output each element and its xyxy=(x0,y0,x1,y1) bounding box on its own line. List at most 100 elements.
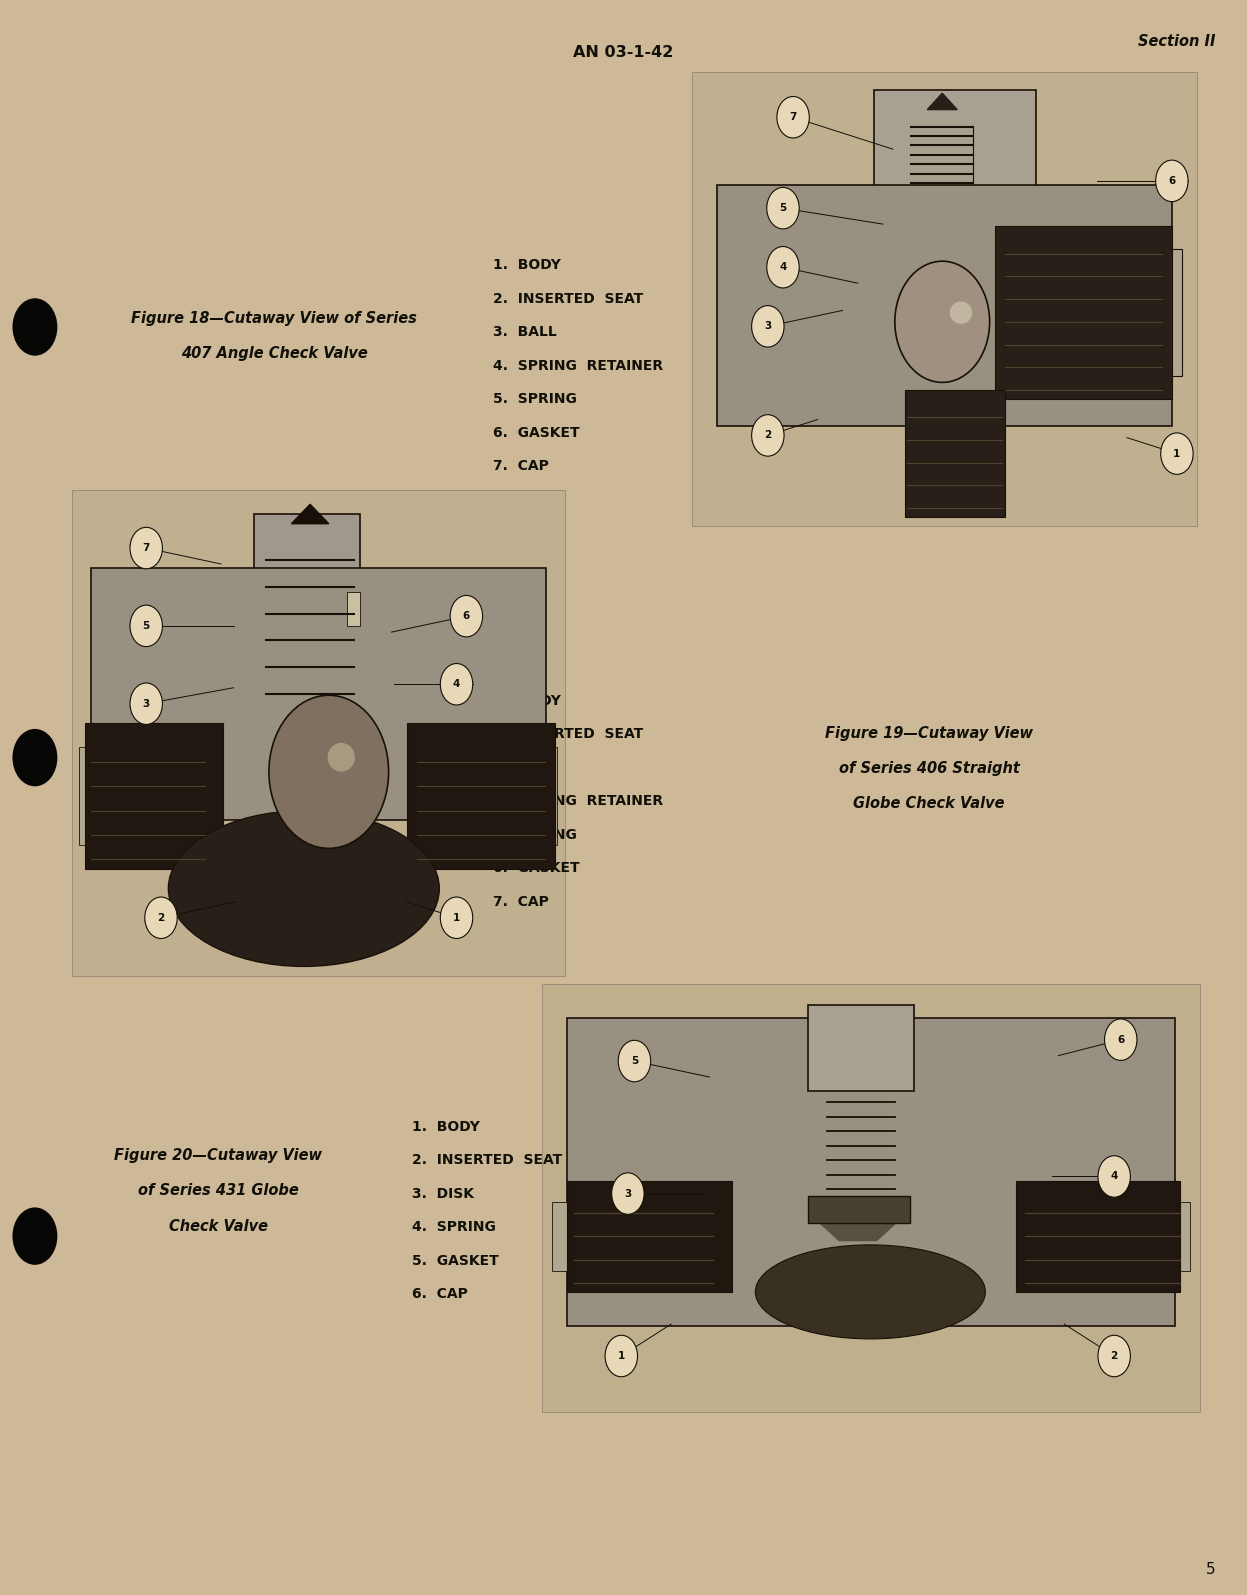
Circle shape xyxy=(269,695,389,849)
Text: 6.  GASKET: 6. GASKET xyxy=(493,861,579,876)
Circle shape xyxy=(145,896,177,938)
FancyBboxPatch shape xyxy=(567,1180,732,1292)
FancyBboxPatch shape xyxy=(808,1005,914,1091)
FancyBboxPatch shape xyxy=(535,748,557,845)
Circle shape xyxy=(767,247,799,289)
Text: 5.  GASKET: 5. GASKET xyxy=(412,1254,499,1268)
Circle shape xyxy=(605,1335,637,1376)
Text: 7.  CAP: 7. CAP xyxy=(493,895,549,909)
FancyBboxPatch shape xyxy=(567,1018,1175,1325)
Text: 1: 1 xyxy=(453,912,460,924)
Text: 7: 7 xyxy=(789,112,797,123)
Circle shape xyxy=(130,528,162,569)
Text: 2.  INSERTED  SEAT: 2. INSERTED SEAT xyxy=(493,727,642,742)
FancyBboxPatch shape xyxy=(995,226,1172,399)
Circle shape xyxy=(12,1207,57,1265)
Text: 6: 6 xyxy=(1168,175,1176,187)
Circle shape xyxy=(1097,1156,1130,1198)
FancyBboxPatch shape xyxy=(808,1196,910,1223)
Ellipse shape xyxy=(756,1244,985,1338)
Text: of Series 431 Globe: of Series 431 Globe xyxy=(138,1183,298,1198)
Text: 4: 4 xyxy=(453,679,460,689)
Text: 2: 2 xyxy=(1111,1351,1117,1361)
FancyBboxPatch shape xyxy=(874,89,1036,199)
FancyBboxPatch shape xyxy=(408,723,555,869)
Text: 2: 2 xyxy=(157,912,165,924)
Circle shape xyxy=(440,664,473,705)
Circle shape xyxy=(12,298,57,356)
FancyBboxPatch shape xyxy=(552,1203,571,1271)
Text: 4.  SPRING  RETAINER: 4. SPRING RETAINER xyxy=(493,794,662,809)
Text: 1.  BODY: 1. BODY xyxy=(493,258,560,273)
Text: 5.  SPRING: 5. SPRING xyxy=(493,392,576,407)
Text: of Series 406 Straight: of Series 406 Straight xyxy=(838,761,1020,775)
Text: Section II: Section II xyxy=(1139,33,1216,49)
FancyBboxPatch shape xyxy=(348,592,360,625)
Text: 1: 1 xyxy=(617,1351,625,1361)
FancyBboxPatch shape xyxy=(717,185,1172,426)
Circle shape xyxy=(1161,432,1193,474)
Circle shape xyxy=(1156,160,1188,201)
Text: 5: 5 xyxy=(1206,1562,1216,1577)
Polygon shape xyxy=(292,504,329,523)
Text: Figure 18—Cutaway View of Series: Figure 18—Cutaway View of Series xyxy=(131,311,418,325)
FancyBboxPatch shape xyxy=(1111,249,1182,376)
Text: 6: 6 xyxy=(1117,1035,1125,1045)
Text: 7.  CAP: 7. CAP xyxy=(493,459,549,474)
Text: 1.  BODY: 1. BODY xyxy=(493,694,560,708)
FancyBboxPatch shape xyxy=(72,490,565,976)
Ellipse shape xyxy=(168,810,439,967)
Text: 3: 3 xyxy=(764,321,772,332)
FancyBboxPatch shape xyxy=(254,514,360,708)
Circle shape xyxy=(1097,1335,1130,1376)
Circle shape xyxy=(130,605,162,646)
Text: 4.  SPRING: 4. SPRING xyxy=(412,1220,495,1235)
Text: Globe Check Valve: Globe Check Valve xyxy=(853,796,1005,810)
Text: 4.  SPRING  RETAINER: 4. SPRING RETAINER xyxy=(493,359,662,373)
Text: 4: 4 xyxy=(779,262,787,273)
FancyBboxPatch shape xyxy=(542,984,1200,1412)
Circle shape xyxy=(777,96,809,137)
FancyBboxPatch shape xyxy=(85,723,223,869)
FancyBboxPatch shape xyxy=(1171,1203,1190,1271)
Text: 2.  INSERTED  SEAT: 2. INSERTED SEAT xyxy=(412,1153,561,1168)
Text: 1.  BODY: 1. BODY xyxy=(412,1120,479,1134)
Circle shape xyxy=(767,187,799,228)
Text: 3.  BALL: 3. BALL xyxy=(493,325,556,340)
Polygon shape xyxy=(821,1223,895,1241)
Text: Figure 20—Cutaway View: Figure 20—Cutaway View xyxy=(115,1148,322,1163)
Text: 6.  GASKET: 6. GASKET xyxy=(493,426,579,440)
Circle shape xyxy=(612,1172,645,1214)
Circle shape xyxy=(440,896,473,938)
Text: 3.  DISK: 3. DISK xyxy=(412,1187,474,1201)
Text: 7: 7 xyxy=(142,542,150,553)
Ellipse shape xyxy=(328,743,355,772)
Text: 5: 5 xyxy=(142,620,150,632)
Text: 6: 6 xyxy=(463,611,470,620)
Text: 2.  INSERTED  SEAT: 2. INSERTED SEAT xyxy=(493,292,642,306)
Text: 4: 4 xyxy=(1111,1171,1117,1182)
Circle shape xyxy=(12,729,57,786)
Text: 5: 5 xyxy=(779,203,787,214)
Text: Figure 19—Cutaway View: Figure 19—Cutaway View xyxy=(826,726,1033,740)
Circle shape xyxy=(895,262,990,383)
Circle shape xyxy=(1105,1019,1137,1061)
Text: 5: 5 xyxy=(631,1056,638,1065)
Text: 3: 3 xyxy=(625,1188,631,1198)
FancyBboxPatch shape xyxy=(1015,1180,1180,1292)
Ellipse shape xyxy=(950,301,973,324)
Text: 407 Angle Check Valve: 407 Angle Check Valve xyxy=(181,346,368,360)
Text: Check Valve: Check Valve xyxy=(168,1219,268,1233)
Text: AN 03-1-42: AN 03-1-42 xyxy=(574,45,673,61)
Circle shape xyxy=(619,1040,651,1081)
Circle shape xyxy=(130,683,162,724)
Text: 3: 3 xyxy=(142,699,150,708)
Text: 1: 1 xyxy=(1173,448,1181,459)
Circle shape xyxy=(752,415,784,456)
Circle shape xyxy=(450,595,483,636)
Text: 6.  CAP: 6. CAP xyxy=(412,1287,468,1302)
FancyBboxPatch shape xyxy=(79,748,101,845)
Polygon shape xyxy=(928,93,958,110)
FancyBboxPatch shape xyxy=(905,389,1005,517)
Circle shape xyxy=(752,306,784,348)
